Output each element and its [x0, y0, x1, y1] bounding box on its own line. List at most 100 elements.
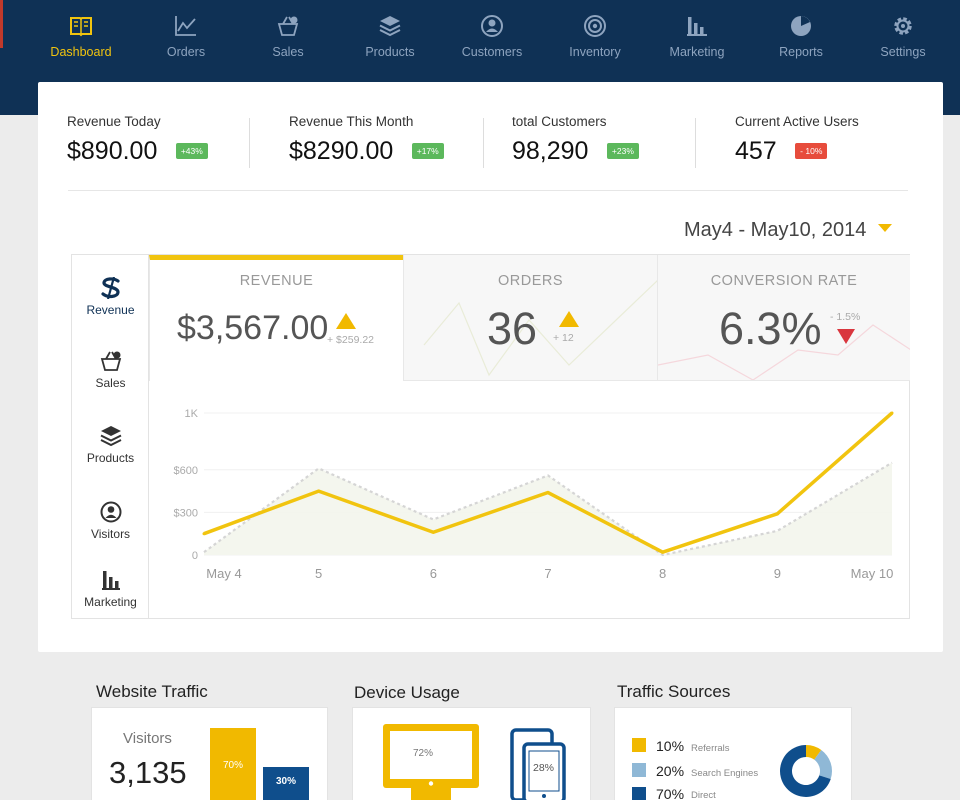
side-item-marketing[interactable]: Marketing: [72, 569, 149, 609]
tab-label: REVENUE: [239, 273, 314, 289]
nav-customers[interactable]: Customers: [440, 0, 544, 80]
date-range-picker[interactable]: May4 - May10, 2014: [684, 219, 893, 242]
nav-label: Settings: [880, 45, 926, 59]
layers-icon: [100, 426, 121, 447]
traffic-bar-primary: 70%: [210, 728, 256, 800]
stat-title: total Customers: [512, 114, 607, 129]
tab-orders[interactable]: ORDERS 36 + 12: [403, 255, 657, 381]
donut-slice: [780, 745, 831, 797]
data-point: [431, 530, 435, 534]
dashboard-panel: Revenue Today $890.00 +43% Revenue This …: [38, 82, 943, 652]
pie-icon: [791, 16, 811, 36]
basket-icon: [100, 351, 121, 371]
side-item-sales[interactable]: Sales: [72, 350, 149, 390]
trend-up-icon: [336, 313, 356, 329]
donut-slice: [806, 745, 822, 760]
x-tick-label: May 4: [206, 566, 241, 581]
stat-title: Revenue This Month: [289, 114, 414, 129]
nav-label: Inventory: [569, 45, 621, 59]
nav-inventory[interactable]: Inventory: [543, 0, 647, 80]
nav-orders[interactable]: Orders: [134, 0, 238, 80]
source-label: Search Engines: [691, 768, 759, 779]
bar-label: 70%: [222, 760, 243, 771]
website-traffic-card: Visitors 3,135 70% 30%: [91, 707, 328, 800]
tab-delta: - 1.5%: [830, 311, 861, 323]
stat-total-customers: total Customers 98,290 +23%: [512, 114, 639, 166]
bar-chart-icon: [101, 571, 120, 590]
nav-products[interactable]: Products: [338, 0, 442, 80]
stat-active-users: Current Active Users 457 - 10%: [735, 114, 859, 166]
tab-delta: + 12: [553, 332, 574, 344]
side-item-visitors[interactable]: Visitors: [72, 501, 149, 541]
divider: [68, 190, 908, 191]
sparkline-background: [423, 280, 657, 377]
layers-icon: [379, 16, 401, 37]
desktop-icon: [383, 724, 479, 800]
data-point: [890, 411, 894, 415]
bar-chart-icon: [687, 17, 707, 36]
nav-marketing[interactable]: Marketing: [645, 0, 749, 80]
legend-swatch: [632, 738, 646, 752]
metric-tabs: REVENUE $3,567.00 + $259.22 ORDERS 36 + …: [149, 255, 910, 381]
bar-label: 30%: [275, 776, 296, 787]
gear-icon: [894, 17, 912, 35]
x-tick-label: 6: [430, 566, 437, 581]
x-tick-label: 8: [659, 566, 666, 581]
source-percent: 20%: [656, 763, 685, 779]
y-tick-label: 1K: [185, 408, 199, 420]
nav-label: Marketing: [669, 45, 725, 59]
nav-sales[interactable]: Sales: [236, 0, 340, 80]
tab-value: 6.3%: [719, 303, 822, 354]
data-point: [317, 489, 321, 493]
data-point: [546, 491, 550, 495]
legend-swatch: [632, 763, 646, 777]
tab-revenue[interactable]: REVENUE $3,567.00 + $259.22: [149, 255, 403, 381]
desktop-percent: 72%: [413, 748, 434, 759]
source-label: Referrals: [691, 743, 730, 754]
book-icon: [70, 17, 92, 37]
nav-reports[interactable]: Reports: [749, 0, 853, 80]
data-point: [661, 550, 665, 554]
website-traffic-title: Website Traffic: [96, 682, 208, 701]
y-tick-label: $600: [174, 465, 198, 477]
device-usage-title: Device Usage: [354, 683, 460, 702]
tab-label: ORDERS: [497, 273, 564, 289]
nav-label: Dashboard: [50, 45, 112, 59]
sparkline-background: [658, 324, 910, 380]
tab-delta: + $259.22: [327, 334, 375, 346]
side-item-label: Visitors: [90, 527, 131, 541]
side-item-label: Revenue: [86, 303, 135, 317]
divider: [483, 118, 484, 168]
x-tick-label: 9: [774, 566, 781, 581]
nav-label: Customers: [461, 45, 523, 59]
nav-label: Orders: [166, 45, 206, 59]
side-item-products[interactable]: Products: [72, 425, 149, 465]
nav-dashboard[interactable]: Dashboard: [29, 0, 133, 80]
target-icon: [584, 15, 606, 37]
nav-label: Products: [365, 45, 415, 59]
stat-revenue-today: Revenue Today $890.00 +43%: [67, 114, 208, 166]
traffic-sources-card: 10% Referrals 20% Search Engines 70% Dir…: [614, 707, 852, 800]
tablet-phone-icon: [510, 728, 566, 800]
divider: [695, 118, 696, 168]
x-tick-label: May 10: [851, 566, 894, 581]
divider: [249, 118, 250, 168]
tab-value: 36: [487, 303, 538, 354]
nav-settings[interactable]: Settings: [851, 0, 955, 80]
stat-badge: +17%: [411, 143, 444, 159]
traffic-sources-donut: [780, 745, 832, 797]
data-point: [775, 512, 779, 516]
tab-label: CONVERSION RATE: [710, 273, 858, 289]
traffic-bar-secondary: 30%: [263, 767, 309, 800]
chart-side-menu: Revenue Sales Products: [72, 255, 149, 618]
y-tick-label: 0: [192, 550, 198, 562]
side-item-revenue[interactable]: Revenue: [72, 277, 149, 317]
traffic-sources-title: Traffic Sources: [617, 682, 731, 701]
series-area: [204, 462, 892, 555]
stat-revenue-month: Revenue This Month $8290.00 +17%: [289, 114, 444, 166]
basket-icon: [277, 16, 299, 36]
source-percent: 70%: [656, 786, 685, 800]
tab-value: $3,567.00: [177, 309, 329, 347]
side-item-label: Sales: [95, 376, 126, 390]
tab-conversion-rate[interactable]: CONVERSION RATE 6.3% - 1.5%: [657, 255, 910, 381]
